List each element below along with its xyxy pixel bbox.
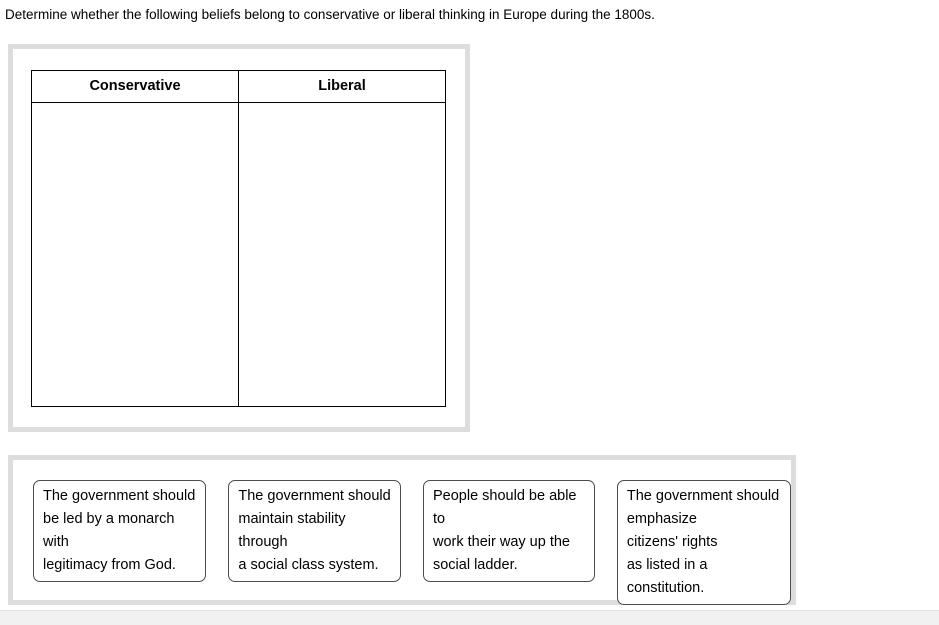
draggable-card[interactable]: The government should be led by a monarc…	[33, 480, 207, 582]
drop-zone-conservative[interactable]	[32, 103, 239, 406]
card-list: The government should be led by a monarc…	[33, 480, 791, 605]
draggable-card[interactable]: People should be able to work their way …	[422, 480, 595, 582]
drop-table: Conservative Liberal	[31, 70, 446, 407]
horizontal-scrollbar-track[interactable]	[0, 610, 939, 625]
answer-tray: The government should be led by a monarc…	[8, 455, 796, 605]
column-header-liberal: Liberal	[239, 71, 445, 103]
draggable-card[interactable]: The government should emphasize citizens…	[616, 480, 791, 605]
instruction-text: Determine whether the following beliefs …	[5, 7, 655, 22]
categorize-table-panel: Conservative Liberal	[8, 44, 470, 432]
draggable-card[interactable]: The government should maintain stability…	[228, 480, 401, 582]
drop-zone-liberal[interactable]	[239, 103, 445, 406]
column-header-conservative: Conservative	[32, 71, 239, 103]
